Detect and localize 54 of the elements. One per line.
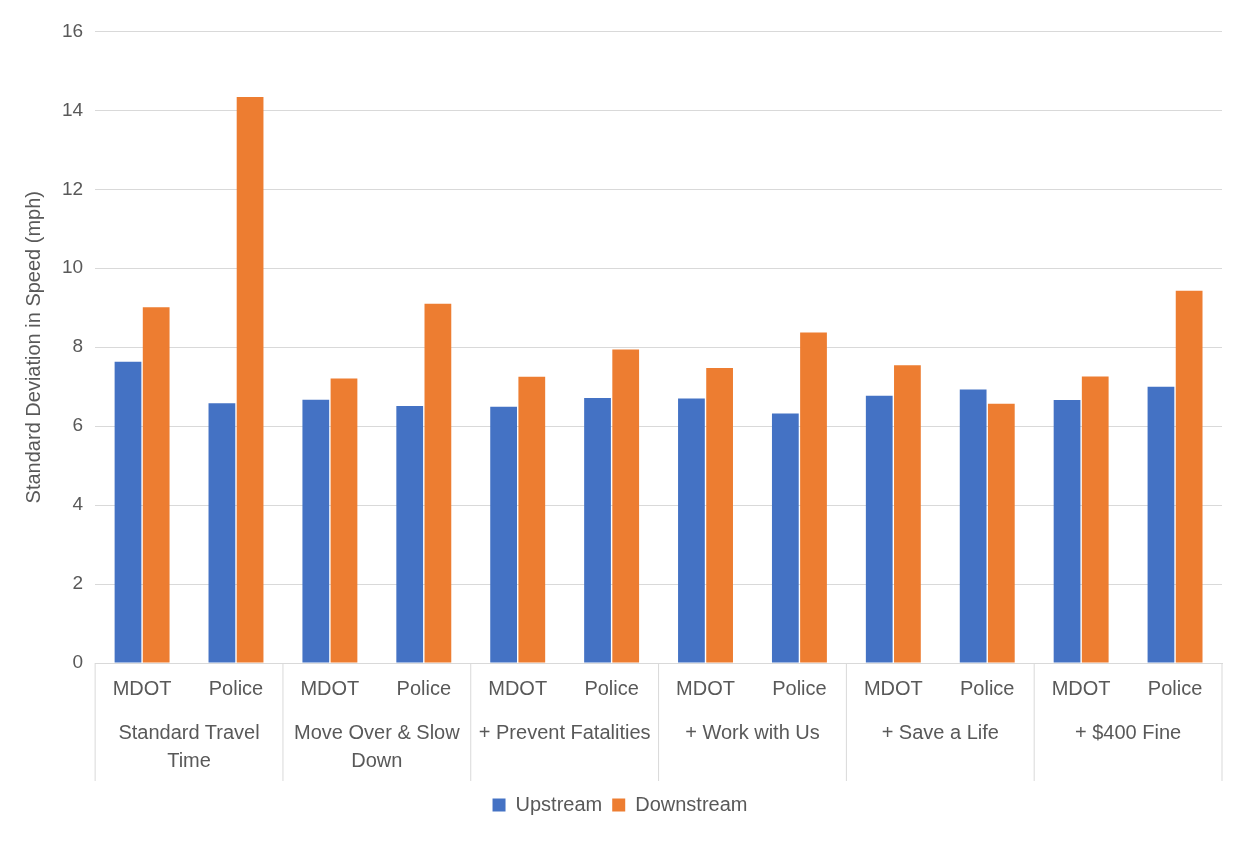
x-tick-label: MDOT [863, 676, 923, 699]
x-tick-label: Police [772, 676, 827, 699]
bar [706, 368, 733, 663]
bar [771, 413, 799, 663]
x-tick-label: MDOT [112, 676, 172, 699]
y-tick-label: 16 [61, 19, 84, 41]
x-tick-label: Police [1147, 676, 1203, 699]
bar [424, 303, 452, 663]
text: Move Over & Slow Down [294, 720, 461, 771]
bar [142, 307, 170, 663]
bar [208, 403, 236, 663]
x-tick-label: MDOT [300, 676, 360, 699]
x-tick-label: Police [208, 676, 264, 699]
bar [302, 399, 330, 663]
bar [114, 361, 142, 663]
legend-label: Upstream [515, 792, 603, 815]
bar [678, 398, 705, 663]
y-tick-label: 8 [72, 335, 84, 357]
y-tick-label: 0 [72, 651, 84, 673]
bar [584, 398, 611, 663]
text: Standard Travel Time [118, 720, 260, 771]
x-tick-label: MDOT [1051, 676, 1111, 699]
bar [518, 376, 546, 663]
x-tick-label: MDOT [676, 676, 735, 699]
text: + Save a Life [881, 720, 999, 743]
bar [894, 365, 921, 663]
legend-label: Downstream [635, 792, 748, 815]
bar [987, 403, 1015, 663]
x-tick-label: Police [396, 676, 452, 699]
y-tick-label: 6 [72, 414, 84, 436]
bar [1147, 386, 1175, 663]
x-tick-label: MDOT [488, 676, 548, 699]
text: + Work with Us [685, 720, 820, 743]
bar [396, 406, 424, 663]
text: + $400 Fine [1074, 720, 1182, 743]
y-tick-label: 4 [72, 493, 84, 515]
bar [1175, 290, 1203, 663]
bar [612, 349, 640, 663]
y-tick-label: 14 [61, 98, 84, 120]
y-tick-label: 2 [72, 572, 84, 594]
y-tick-label: 12 [61, 177, 84, 199]
x-tick-label: Police [959, 676, 1015, 699]
bar [330, 378, 358, 663]
bar [800, 332, 827, 663]
bar [1081, 376, 1109, 663]
bar [236, 96, 264, 663]
bar [959, 389, 987, 663]
text: + Prevent Fatalities [478, 720, 651, 743]
y-tick-label: 10 [61, 256, 84, 278]
bar [1053, 400, 1081, 663]
y-axis-title: Standard Deviation in Speed (mph) [21, 191, 44, 504]
bar [490, 406, 517, 663]
x-tick-label: Police [584, 676, 639, 699]
bar [865, 395, 893, 663]
